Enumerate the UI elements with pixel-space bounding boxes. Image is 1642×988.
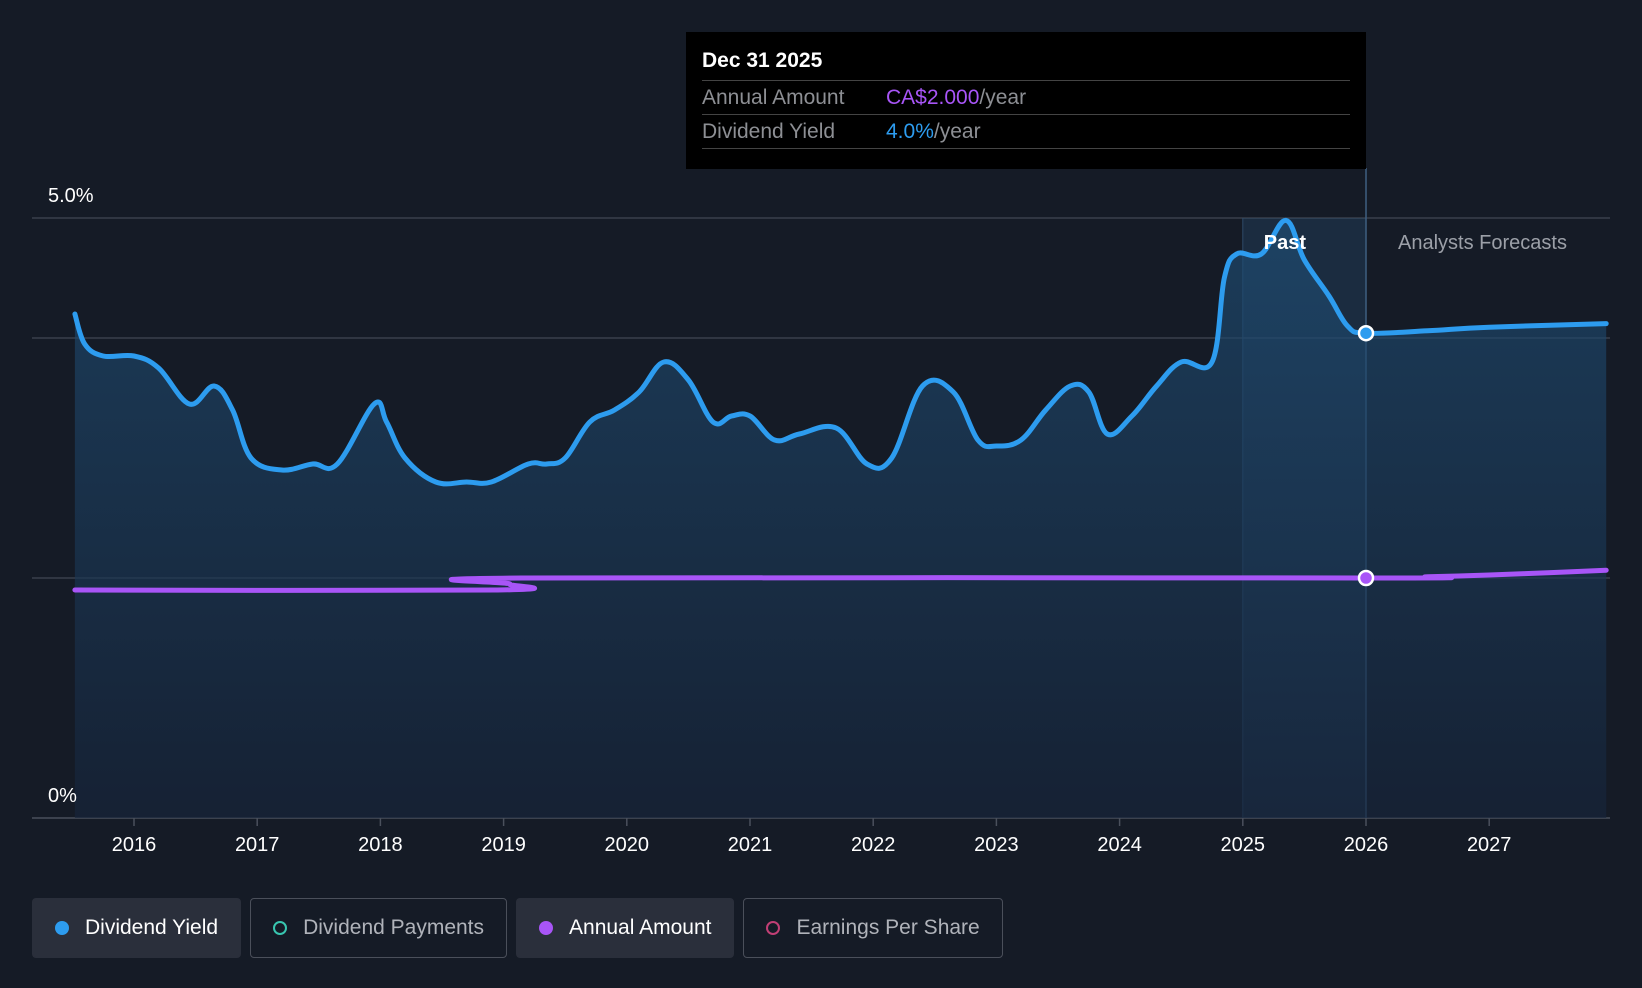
chart-labels: 5.0% 0% Past Analysts Forecasts	[48, 185, 1567, 807]
tooltip-yield-label: Dividend Yield	[702, 120, 836, 143]
legend-dividend-payments-label: Dividend Payments	[303, 916, 485, 939]
tooltip-yield-value: 4.0%	[886, 120, 934, 143]
annual-amount-marker	[1357, 569, 1375, 587]
tooltip-annual-value: CA$2.000	[886, 86, 980, 109]
x-tick-label-2024: 2024	[1097, 834, 1142, 856]
x-tick-label-2026: 2026	[1344, 834, 1389, 856]
legend-annual-amount[interactable]: Annual Amount	[516, 898, 735, 958]
yield-area	[74, 220, 1607, 819]
dividend-payments-ring-icon	[273, 921, 288, 935]
legend-dividend-yield[interactable]: Dividend Yield	[32, 898, 242, 958]
x-tick-label-2021: 2021	[728, 834, 773, 856]
annual-amount-dot-icon	[539, 921, 554, 935]
dividend-yield-line	[72, 217, 1609, 487]
dividend-yield-marker	[1357, 324, 1375, 342]
legend-dividend-yield-label: Dividend Yield	[85, 916, 219, 939]
x-tick-label-2022: 2022	[851, 834, 896, 856]
annual-amount-line	[72, 567, 1609, 593]
y-tick-label-0: 0%	[48, 785, 77, 807]
legend-dividend-payments[interactable]: Dividend Payments	[250, 898, 508, 958]
tooltip-annual-row: Annual Amount CA$2.000 /year	[702, 81, 1350, 115]
dividend-yield-dot-icon	[55, 921, 69, 935]
series-lines	[72, 217, 1609, 593]
x-axis: 2016 2017 2018 2019 2020 2021 2022 2023 2024 2025…	[112, 818, 1512, 856]
analysts-forecasts-label: Analysts Forecasts	[1398, 232, 1567, 254]
earnings-per-share-ring-icon	[766, 921, 781, 935]
dividend-yield-area	[74, 220, 1607, 819]
x-tick-label-2018: 2018	[358, 834, 403, 856]
x-tick-label-2017: 2017	[235, 834, 280, 856]
tooltip-date: Dec 31 2025	[702, 46, 1350, 81]
past-label: Past	[1264, 232, 1307, 254]
x-tick-label-2025: 2025	[1221, 834, 1266, 856]
x-tick-label-2020: 2020	[605, 834, 650, 856]
y-tick-label-5: 5.0%	[48, 185, 94, 207]
tooltip-yield-row: Dividend Yield 4.0% /year	[702, 115, 1350, 149]
chart-tooltip: Dec 31 2025 Annual Amount CA$2.000 /year…	[686, 32, 1366, 169]
legend-earnings-per-share-label: Earnings Per Share	[796, 916, 980, 939]
legend-earnings-per-share[interactable]: Earnings Per Share	[743, 898, 1003, 958]
tooltip-annual-unit: /year	[979, 86, 1027, 109]
x-tick-label-2027: 2027	[1467, 834, 1512, 856]
x-tick-label-2019: 2019	[481, 834, 526, 856]
chart-legend: Dividend Yield Dividend Payments Annual …	[32, 898, 1003, 958]
tooltip-yield-unit: /year	[933, 120, 981, 143]
x-tick-label-2023: 2023	[974, 834, 1019, 856]
legend-annual-amount-label: Annual Amount	[569, 916, 712, 939]
x-tick-label-2016: 2016	[112, 834, 157, 856]
tooltip-annual-label: Annual Amount	[702, 86, 845, 109]
